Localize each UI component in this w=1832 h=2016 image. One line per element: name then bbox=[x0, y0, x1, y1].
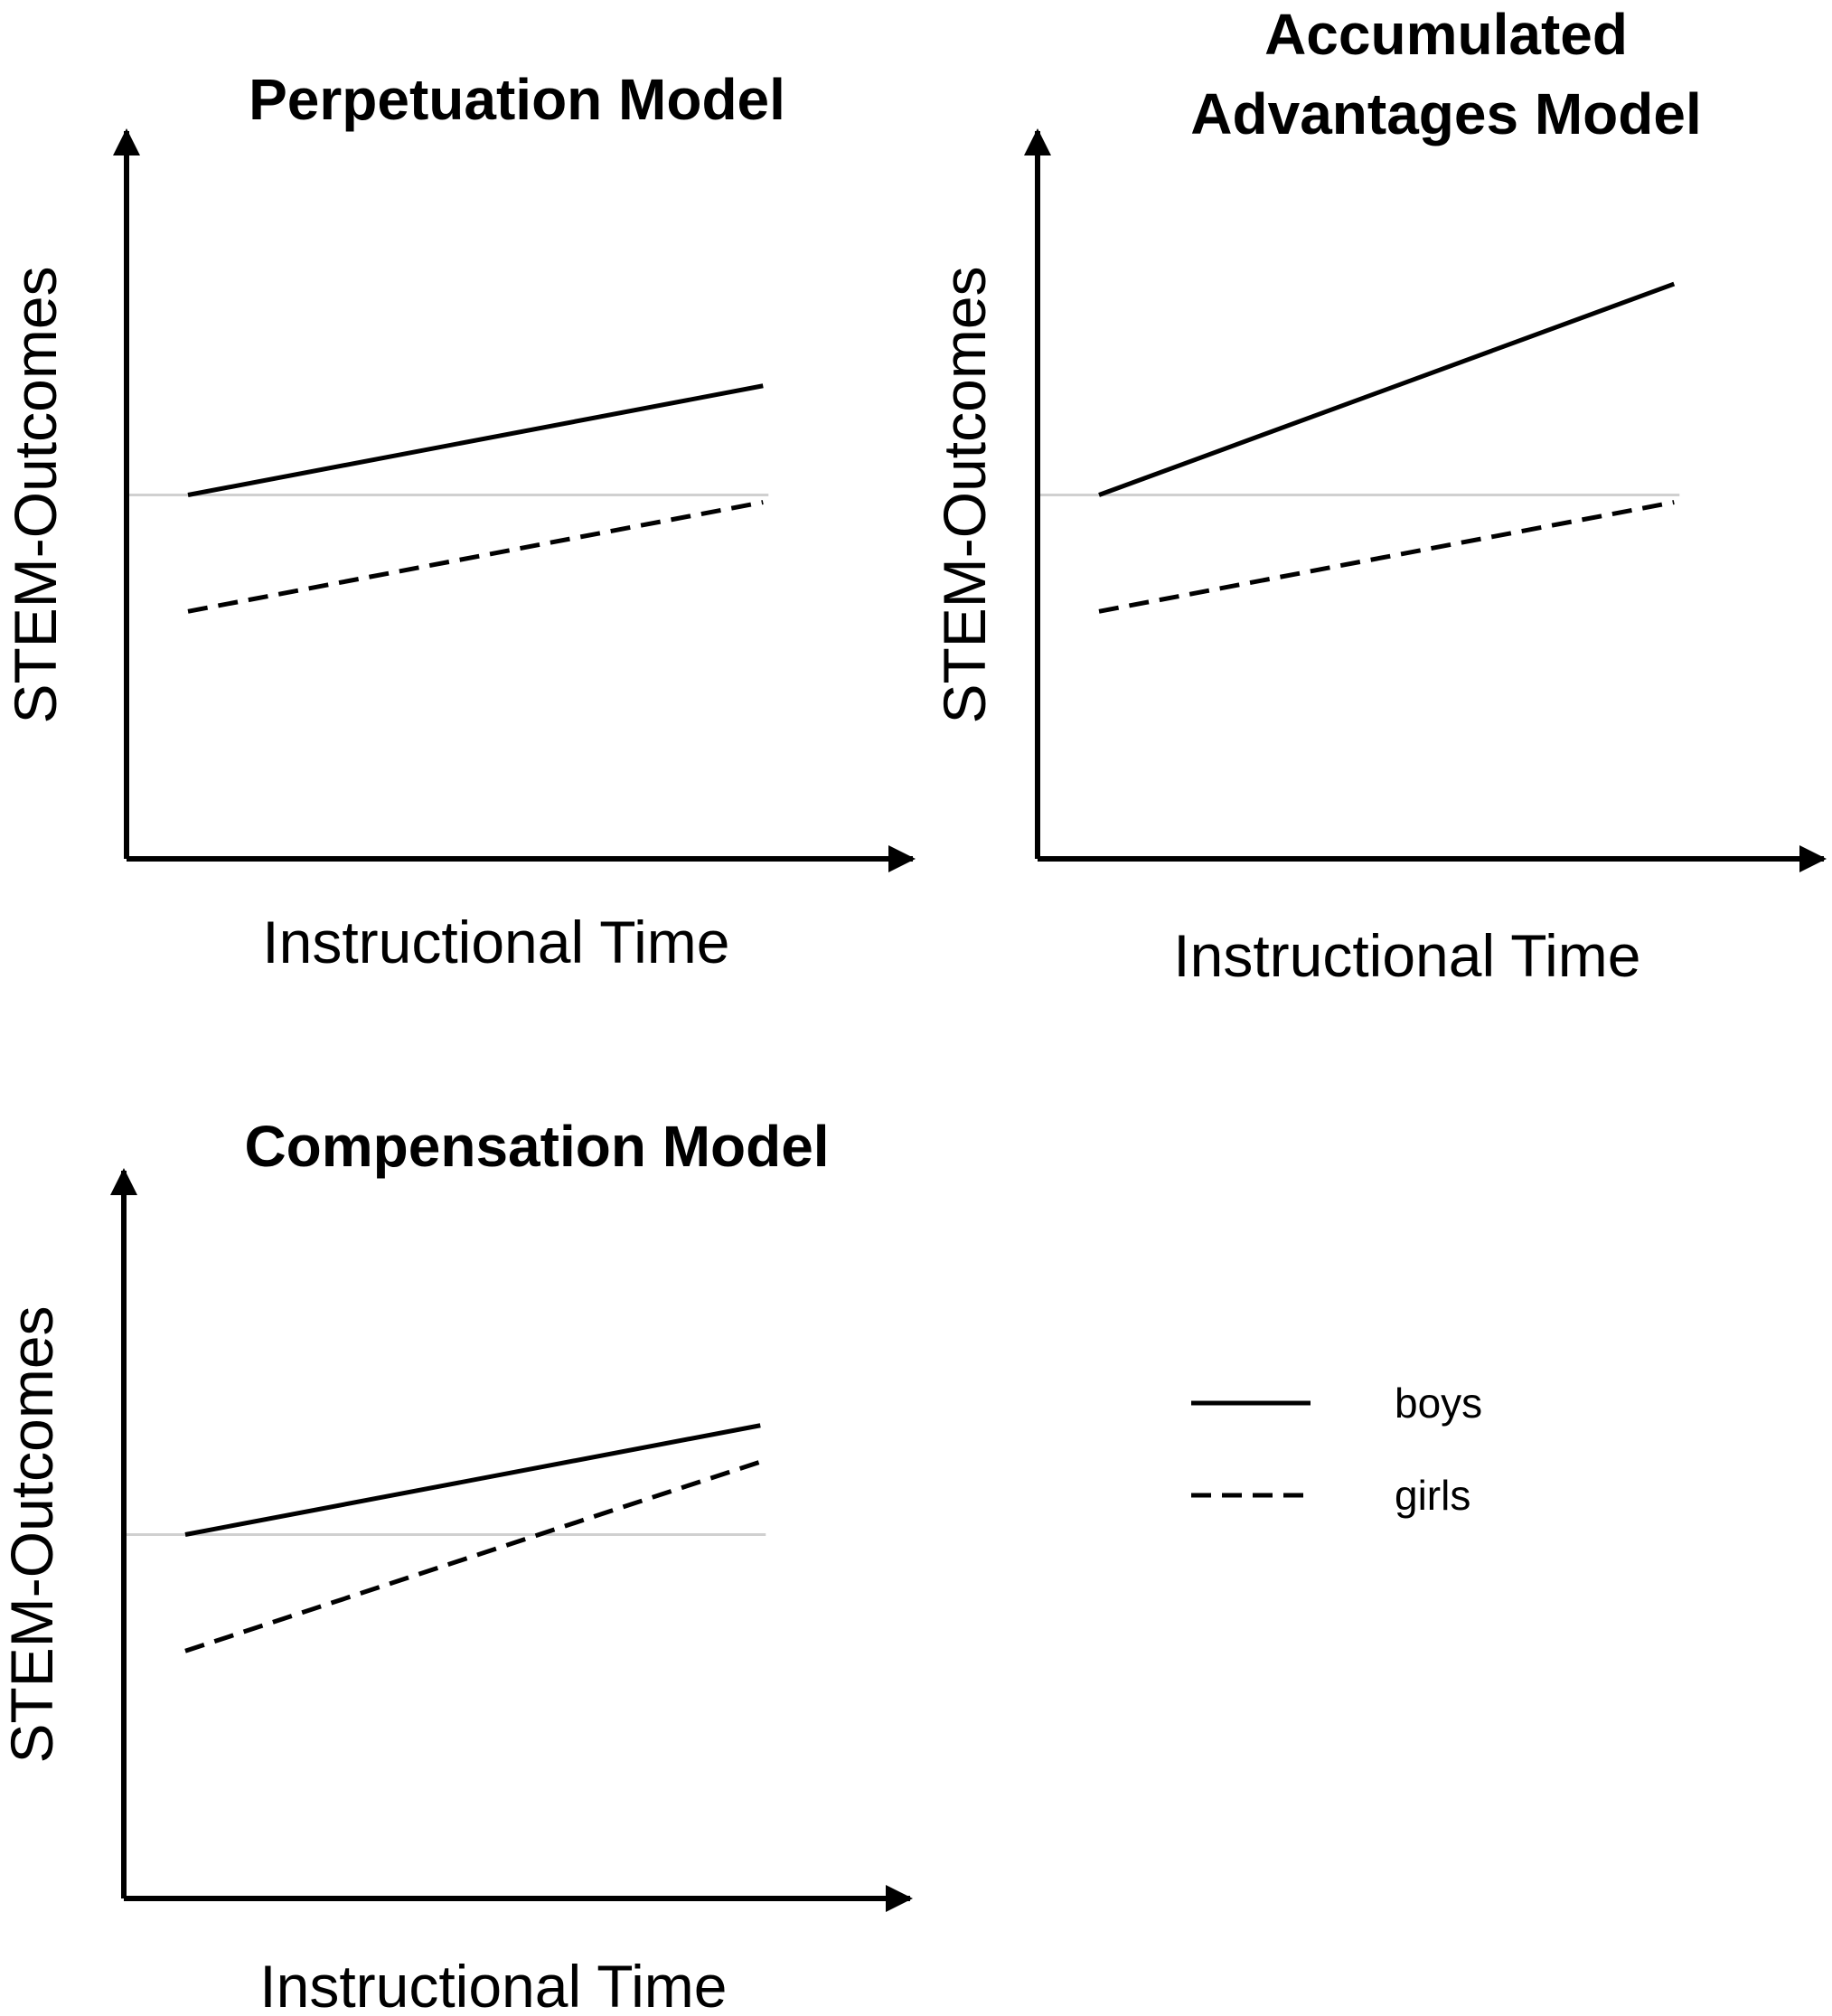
chart-title: Accumulated Advantages Model bbox=[1190, 2, 1701, 146]
x-axis-label: Instructional Time bbox=[262, 909, 729, 975]
panel-2: Accumulated Advantages Model Instructional… bbox=[931, 2, 1827, 989]
x-axis-label: Instructional Time bbox=[259, 1953, 727, 2016]
y-axis-label: STEM-Outcomes bbox=[2, 266, 69, 723]
y-axis-label: STEM-Outcomes bbox=[0, 1305, 65, 1763]
panel-3: Compensation Model Instructional Time STEM… bbox=[0, 1114, 913, 2016]
series-line-girls bbox=[184, 1459, 762, 1653]
series-line-girls bbox=[1098, 500, 1675, 614]
legend: boys girls bbox=[1191, 1380, 1482, 1519]
series-line-boys bbox=[184, 1423, 761, 1537]
panel-1: Perpetuation Model Instructional Time STEM… bbox=[2, 67, 916, 975]
series-line-boys bbox=[1098, 281, 1676, 497]
y-axis-label: STEM-Outcomes bbox=[931, 266, 998, 723]
chart-title: Perpetuation Model bbox=[249, 67, 785, 132]
chart-title: Compensation Model bbox=[244, 1114, 829, 1179]
legend-label-boys: boys bbox=[1395, 1380, 1482, 1427]
legend-label-girls: girls bbox=[1395, 1472, 1470, 1519]
x-axis-label: Instructional Time bbox=[1173, 922, 1640, 989]
series-line-girls bbox=[187, 500, 764, 614]
series-line-boys bbox=[187, 383, 764, 497]
